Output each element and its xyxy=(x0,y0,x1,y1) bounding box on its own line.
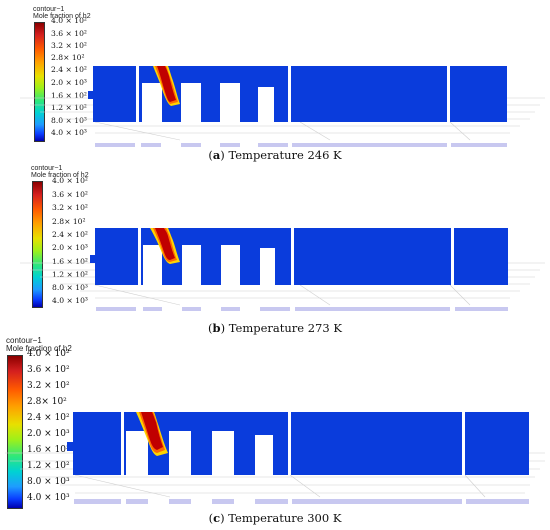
panel-a: contour−1 Mole fraction of h2 4.0 × 10² … xyxy=(0,0,550,165)
tick-label: 1.2 × 10² xyxy=(52,270,88,279)
tick-label: 2.8× 10² xyxy=(27,397,67,407)
tick-label: 3.2 × 10² xyxy=(51,41,87,50)
caption-letter: a xyxy=(212,148,221,162)
tick-label: 3.6 × 10² xyxy=(52,190,88,199)
caption-letter: b xyxy=(212,321,221,335)
tick-label: 1.6 × 10² xyxy=(27,445,70,455)
legend-subtitle: Mole fraction of h2 xyxy=(31,172,89,179)
colorbar xyxy=(34,22,45,142)
tick-label: 4.0 × 10² xyxy=(27,349,70,359)
contour-plot xyxy=(20,66,545,147)
tick-label: 1.2 × 10² xyxy=(51,103,87,112)
tick-label: 2.0 × 10³ xyxy=(52,243,88,252)
tick-label: 4.0 × 10³ xyxy=(51,128,87,137)
tick-label: 2.0 × 10³ xyxy=(51,78,87,87)
tick-label: 3.2 × 10² xyxy=(27,381,70,391)
tick-label: 3.6 × 10² xyxy=(51,29,87,38)
caption-text: Temperature 273 K xyxy=(228,321,342,335)
tick-label: 4.0 × 10² xyxy=(52,176,88,185)
caption: (a) Temperature 246 K xyxy=(208,148,342,162)
tick-label: 1.2 × 10² xyxy=(27,461,70,471)
tick-label: 1.6 × 10² xyxy=(52,257,88,266)
legend-title: contour−1 xyxy=(31,165,63,172)
tick-label: 2.4 × 10² xyxy=(51,65,87,74)
colorbar xyxy=(32,181,43,308)
caption-letter: c xyxy=(213,511,221,525)
panel-b: contour−1 Mole fraction of h2 4.0 × 10² … xyxy=(0,163,550,338)
caption-text: Temperature 246 K xyxy=(228,148,342,162)
tick-label: 4.0 × 10³ xyxy=(52,296,88,305)
legend-title: contour−1 xyxy=(6,336,42,345)
caption: (b) Temperature 273 K xyxy=(208,321,342,335)
tick-label: 1.6 × 10² xyxy=(51,91,87,100)
caption: (c) Temperature 300 K xyxy=(208,511,342,525)
tick-label: 8.0 × 10³ xyxy=(51,116,87,125)
contour-plot xyxy=(5,412,545,504)
legend-subtitle: Mole fraction of h2 xyxy=(6,344,72,353)
tick-label: 3.2 × 10² xyxy=(52,203,88,212)
tick-label: 2.8× 10² xyxy=(52,217,86,226)
panel-c: contour−1 Mole fraction of h2 4.0 × 10² … xyxy=(0,335,550,530)
legend-title: contour−1 xyxy=(33,6,65,13)
tick-label: 2.8× 10² xyxy=(51,53,85,62)
tick-label: 8.0 × 10³ xyxy=(27,477,70,487)
legend-subtitle: Mole fraction of h2 xyxy=(33,13,91,20)
tick-label: 2.4 × 10² xyxy=(52,230,88,239)
tick-label: 8.0 × 10³ xyxy=(52,283,88,292)
contour-plot xyxy=(20,228,545,311)
caption-text: Temperature 300 K xyxy=(228,511,342,525)
colorbar xyxy=(7,355,23,509)
tick-label: 4.0 × 10³ xyxy=(27,493,70,503)
tick-label: 2.0 × 10³ xyxy=(27,429,70,439)
tick-label: 2.4 × 10² xyxy=(27,413,70,423)
tick-label: 4.0 × 10² xyxy=(51,16,87,25)
tick-label: 3.6 × 10² xyxy=(27,365,70,375)
